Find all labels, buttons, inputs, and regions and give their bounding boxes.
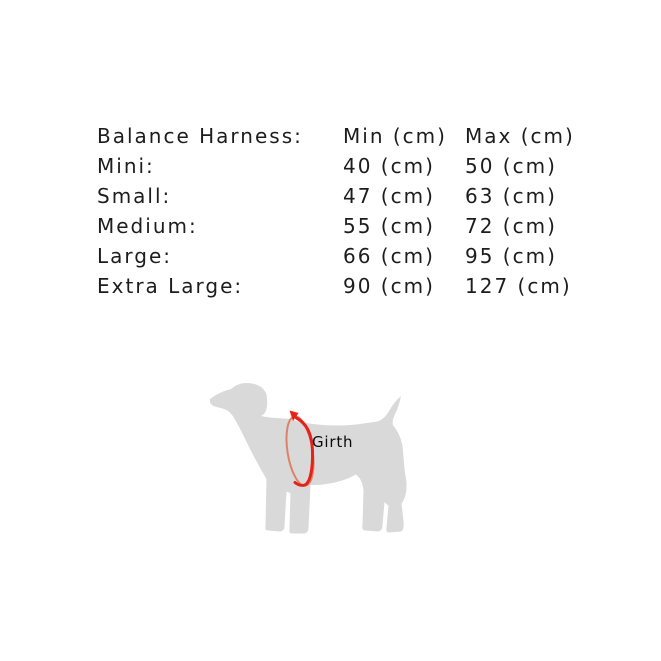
max-value-cell: 127 (cm): [465, 274, 572, 298]
column-header-max: Max (cm): [465, 124, 575, 148]
size-name-cell: Large:: [97, 244, 173, 268]
max-value-cell: 95 (cm): [465, 244, 557, 268]
dog-silhouette: [210, 383, 407, 534]
table-title: Balance Harness:: [97, 124, 303, 148]
girth-label: Girth: [312, 433, 353, 451]
girth-arrow-arc: [293, 416, 315, 487]
size-name-cell: Extra Large:: [97, 274, 244, 298]
min-value-cell: 66 (cm): [343, 244, 435, 268]
min-value-cell: 40 (cm): [343, 154, 435, 178]
max-value-cell: 50 (cm): [465, 154, 557, 178]
min-value-cell: 90 (cm): [343, 274, 435, 298]
max-value-cell: 63 (cm): [465, 184, 557, 208]
girth-arrowhead-icon: [289, 410, 299, 421]
min-value-cell: 55 (cm): [343, 214, 435, 238]
size-name-cell: Mini:: [97, 154, 155, 178]
size-name-cell: Medium:: [97, 214, 198, 238]
min-value-cell: 47 (cm): [343, 184, 435, 208]
dog-girth-figure: Girth: [210, 383, 407, 534]
size-name-cell: Small:: [97, 184, 172, 208]
column-header-min: Min (cm): [343, 124, 447, 148]
size-table: Balance Harness: Min (cm) Max (cm) Mini:…: [97, 121, 585, 301]
max-value-cell: 72 (cm): [465, 214, 557, 238]
